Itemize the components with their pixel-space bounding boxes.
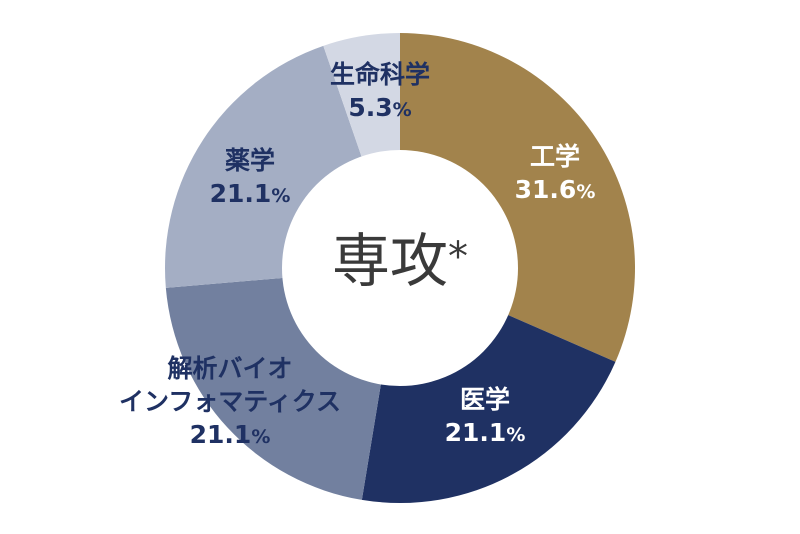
- slice-label-engineering: 工学 31.6%: [514, 142, 596, 204]
- donut-hole: [282, 150, 518, 386]
- slice-label-pharmacy: 薬学 21.1%: [209, 146, 291, 208]
- slice-label-life-science: 生命科学 5.3%: [329, 60, 430, 122]
- slice-label-medicine: 医学 21.1%: [444, 385, 526, 447]
- slice-label-bioinformatics: 解析バイオ インフォマティクス 21.1%: [118, 354, 341, 449]
- chart-center-title: 専攻*: [331, 227, 468, 295]
